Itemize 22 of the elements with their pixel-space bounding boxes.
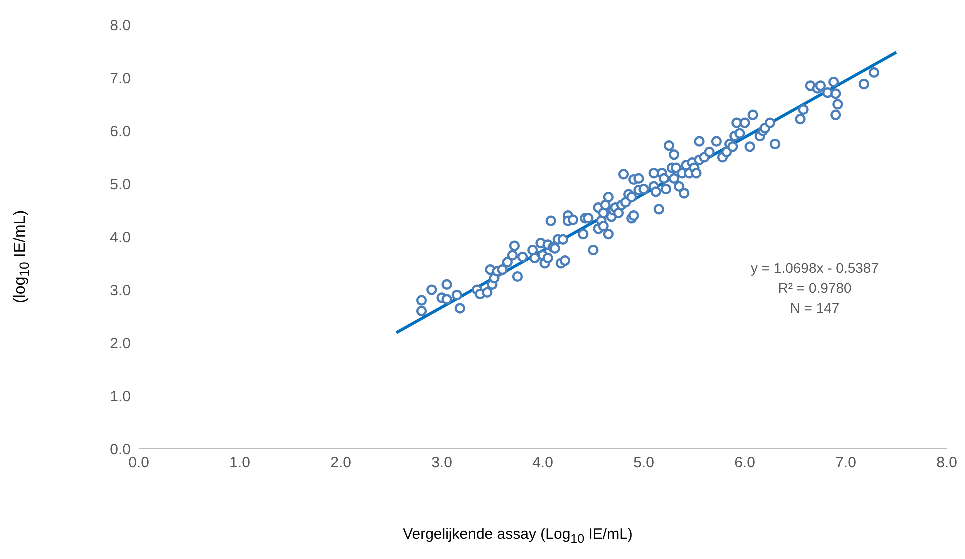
x-tick-label: 4.0: [532, 454, 554, 472]
y-tick-label: 8.0: [110, 17, 131, 34]
y-tick-label: 6.0: [110, 123, 131, 140]
x-tick-label: 2.0: [330, 454, 352, 472]
y-tick-label: 0.0: [110, 441, 131, 458]
x-tick-label: 0.0: [128, 454, 150, 472]
y-tick-label: 2.0: [110, 335, 131, 352]
y-tick-label: 7.0: [110, 70, 131, 88]
x-tick-label: 1.0: [230, 454, 250, 472]
x-tick-label: 6.0: [734, 454, 756, 472]
annotation: y = 1.0698x - 0.5387: [750, 259, 880, 278]
x-tick-label: 5.0: [634, 454, 654, 472]
y-tick-label: 4.0: [110, 229, 131, 246]
annotation: N = 147: [789, 299, 841, 318]
y-tick-label: 1.0: [110, 388, 131, 406]
x-tick-label: 3.0: [432, 454, 452, 472]
annotation: R² = 0.9780: [777, 279, 853, 298]
y-tick-label: 3.0: [110, 282, 131, 300]
x-tick-label: 8.0: [936, 454, 958, 472]
x-tick-label: 7.0: [836, 454, 856, 472]
x-axis-title: Vergelijkende assay (Log$_{10}$ IE/mL): [402, 526, 634, 546]
y-tick-label: 5.0: [110, 176, 131, 194]
